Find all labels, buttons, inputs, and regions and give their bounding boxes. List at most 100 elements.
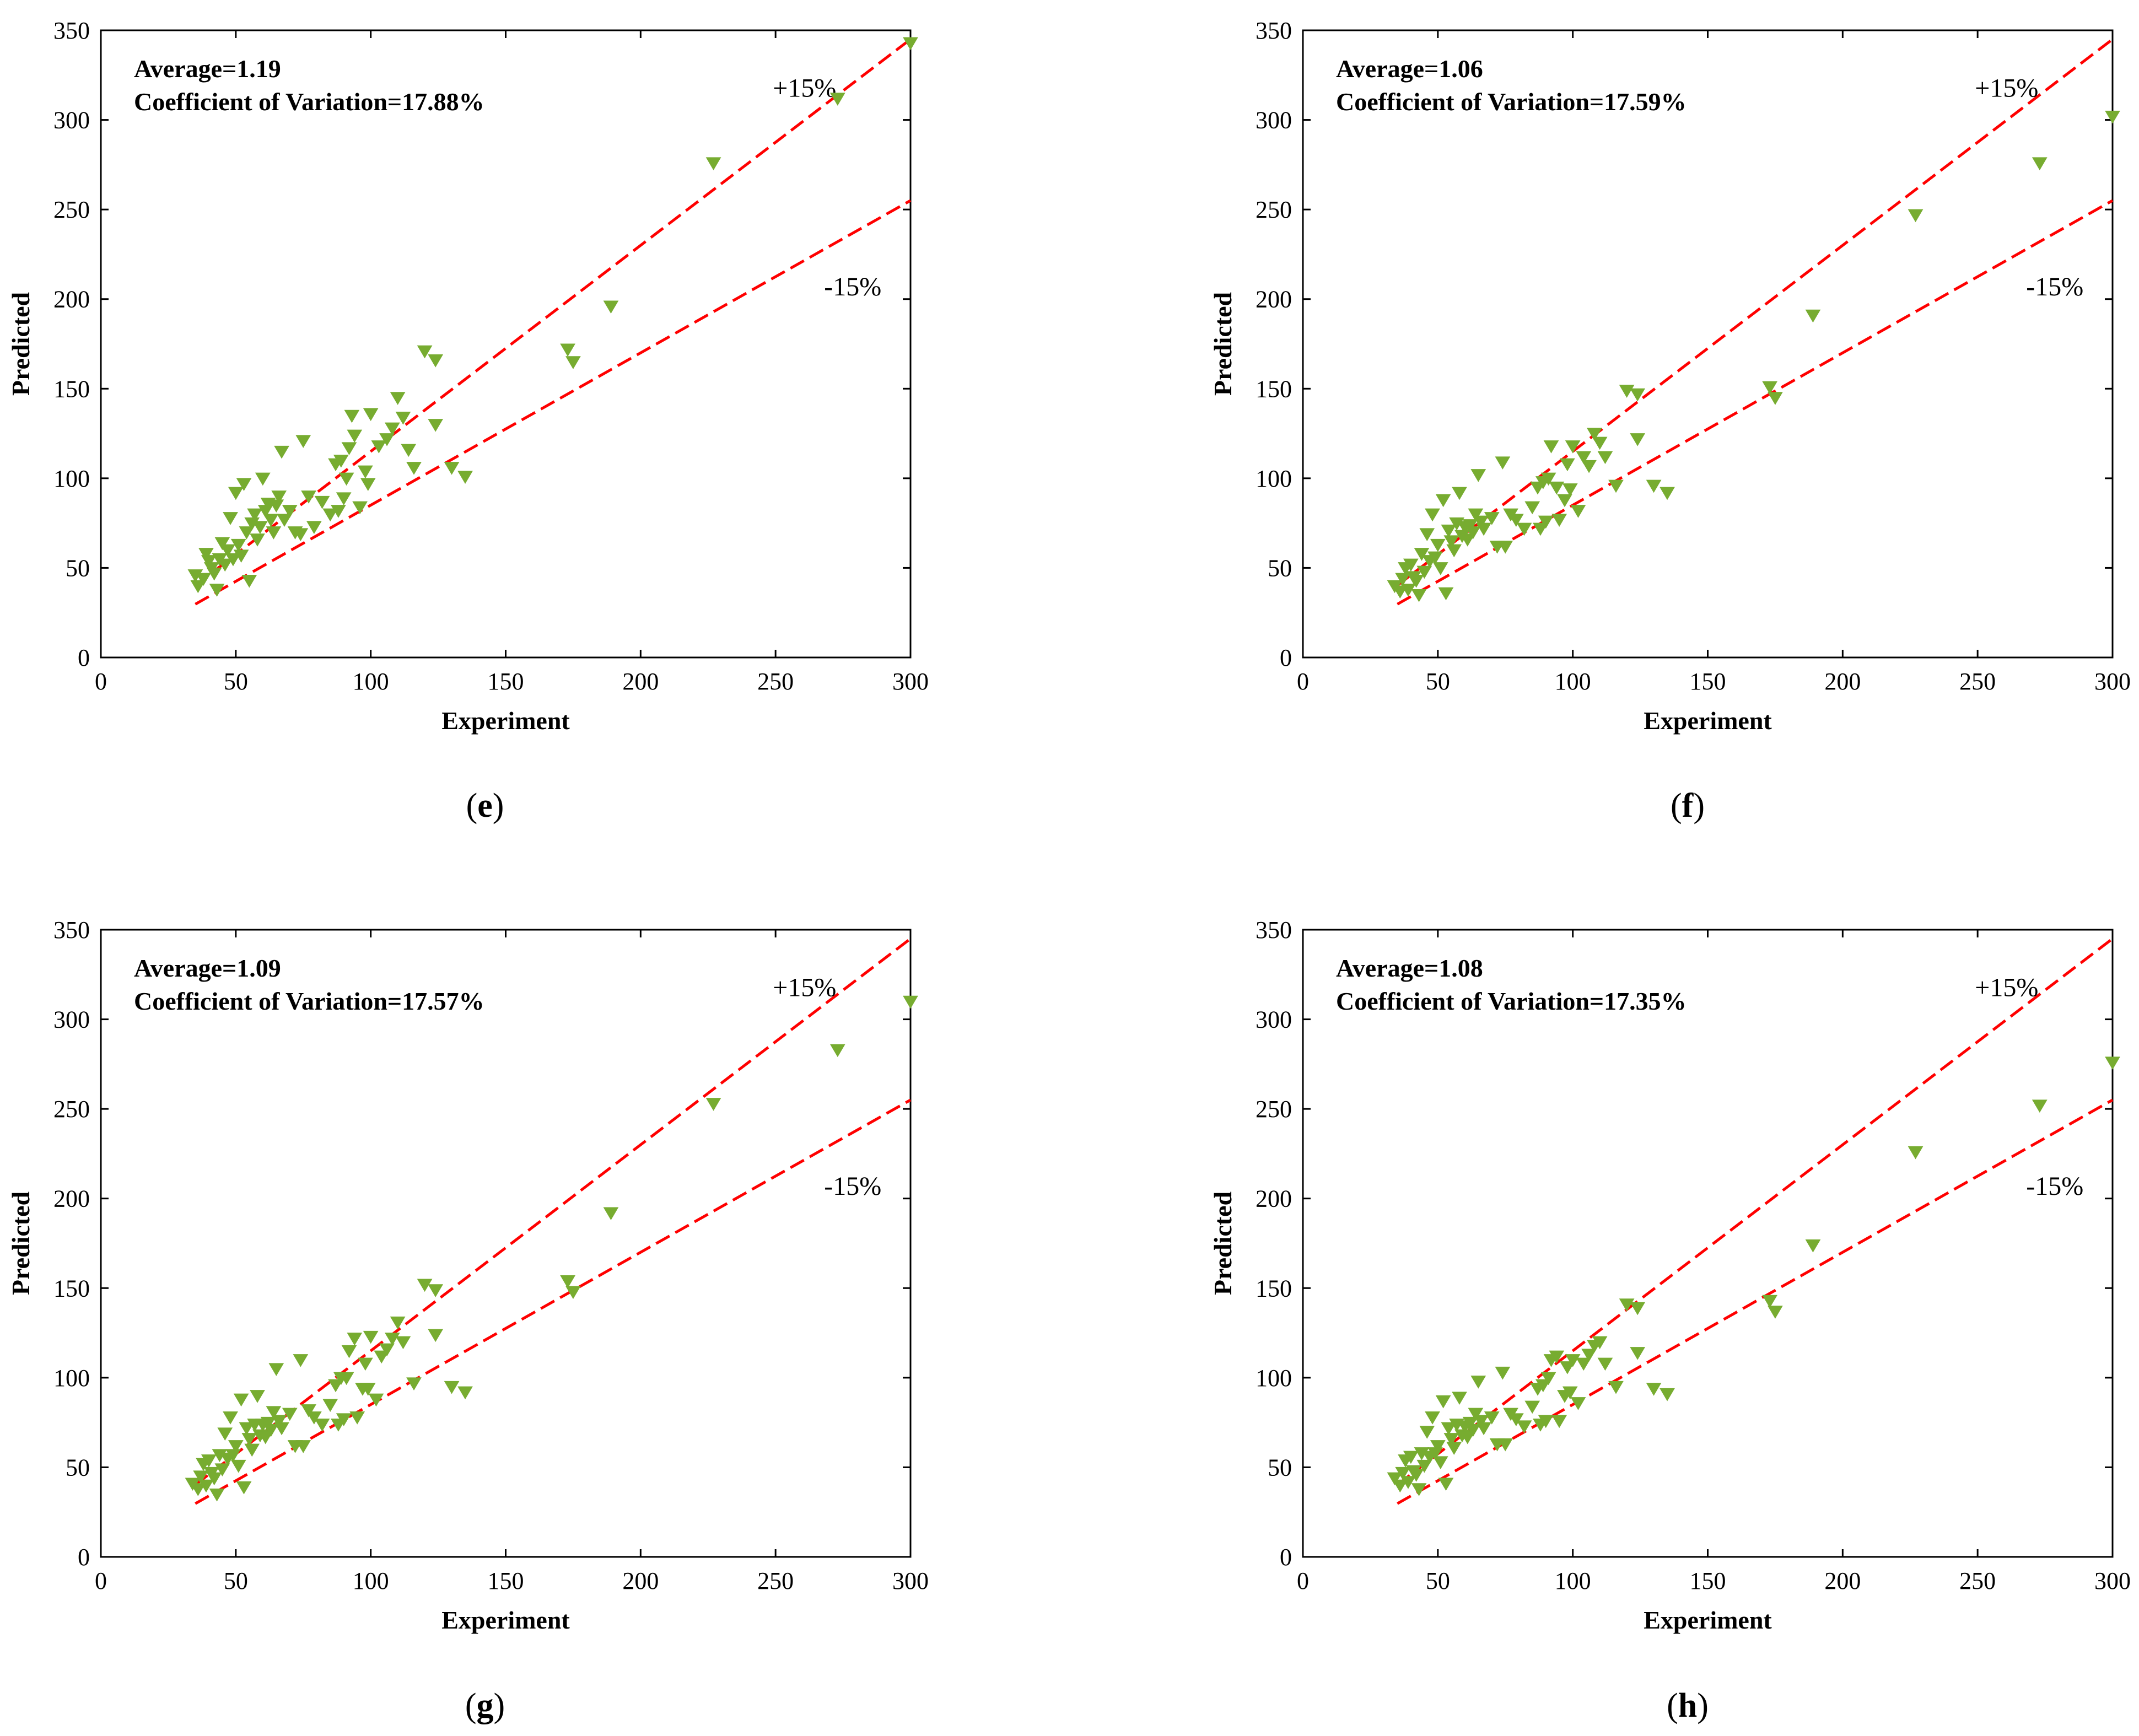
y-axis-title: Predicted	[1209, 292, 1237, 396]
data-point	[1473, 515, 1489, 529]
data-point	[1549, 1350, 1565, 1364]
data-point	[347, 429, 363, 443]
data-point	[252, 521, 268, 534]
data-point	[263, 1424, 279, 1437]
data-point	[217, 1427, 233, 1441]
data-point	[379, 1343, 395, 1357]
data-point	[1497, 1438, 1513, 1452]
data-point	[1452, 487, 1467, 500]
x-tick-label: 100	[1555, 1567, 1591, 1594]
guide-line-plus-15	[194, 937, 912, 1486]
panel-label: (f)	[1671, 787, 1705, 824]
y-tick-label: 0	[1280, 1544, 1292, 1571]
data-point	[230, 1459, 246, 1473]
data-point	[1592, 436, 1608, 450]
x-axis-title: Experiment	[441, 1606, 570, 1634]
band-label-minus-15: -15%	[824, 1172, 881, 1201]
data-point	[1557, 494, 1572, 508]
data-point	[1551, 1415, 1567, 1428]
y-tick-label: 0	[78, 644, 90, 671]
data-point	[1435, 1395, 1451, 1409]
data-point	[1470, 469, 1486, 482]
y-tick-label: 100	[1256, 465, 1292, 492]
guide-line-plus-15	[1396, 937, 2114, 1486]
data-point	[603, 1207, 619, 1221]
data-point	[1446, 544, 1462, 558]
data-point	[829, 1044, 845, 1058]
panel-label-letter: f	[1682, 787, 1694, 824]
data-point	[314, 495, 330, 509]
data-point	[1432, 1456, 1448, 1470]
data-point	[417, 345, 433, 359]
y-tick-label: 100	[53, 465, 90, 492]
band-label-plus-15: +15%	[773, 73, 836, 103]
band-label-minus-15: -15%	[2026, 1172, 2083, 1201]
data-point	[1400, 1476, 1416, 1489]
x-tick-label: 0	[95, 668, 107, 695]
x-tick-label: 300	[892, 668, 929, 695]
data-point	[225, 1449, 241, 1463]
data-point	[1805, 1239, 1821, 1253]
data-point	[1443, 535, 1459, 548]
y-tick-label: 150	[1256, 1275, 1292, 1302]
data-point	[1619, 1298, 1635, 1312]
data-point	[1535, 1379, 1551, 1393]
data-point	[560, 1275, 575, 1288]
data-point	[1408, 574, 1424, 588]
data-point	[236, 1481, 252, 1495]
data-point	[1484, 1411, 1500, 1425]
data-point	[1908, 1146, 1924, 1160]
data-point	[236, 478, 252, 491]
data-point	[1387, 1472, 1403, 1486]
data-point	[1484, 512, 1500, 525]
data-point	[274, 1422, 289, 1436]
data-point	[209, 584, 225, 597]
y-tick-label: 350	[53, 916, 90, 944]
data-point	[206, 567, 222, 581]
data-point	[1630, 388, 1646, 402]
data-point	[268, 1363, 284, 1376]
data-point	[193, 1470, 209, 1484]
data-point	[201, 555, 217, 568]
data-point	[1465, 526, 1481, 540]
average-annotation: Average=1.19	[134, 55, 281, 83]
data-point	[295, 1440, 311, 1453]
data-point	[390, 392, 406, 405]
data-point	[1441, 1422, 1457, 1436]
average-annotation: Average=1.06	[1336, 55, 1483, 83]
data-point	[1408, 1469, 1424, 1482]
x-axis-title: Experiment	[441, 707, 570, 735]
data-point	[1441, 524, 1457, 538]
data-point	[1416, 1459, 1432, 1473]
band-label-minus-15: -15%	[2026, 272, 2083, 301]
data-point	[1462, 1416, 1478, 1430]
y-tick-label: 300	[53, 1006, 90, 1033]
data-point	[1395, 573, 1411, 586]
y-tick-label: 200	[53, 1185, 90, 1212]
data-point	[1570, 505, 1586, 518]
data-point	[1559, 458, 1575, 472]
data-point	[903, 995, 918, 1009]
data-point	[2032, 157, 2048, 170]
data-point	[1468, 508, 1484, 522]
data-point	[349, 1411, 365, 1425]
data-point	[1459, 1431, 1475, 1444]
y-tick-label: 200	[53, 286, 90, 313]
data-point	[322, 1399, 338, 1412]
y-tick-label: 250	[1256, 196, 1292, 223]
panel-label-letter: g	[477, 1687, 494, 1724]
band-label-plus-15: +15%	[773, 973, 836, 1002]
data-point	[1430, 538, 1446, 552]
cov-annotation: Coefficient of Variation=17.88%	[134, 88, 484, 116]
y-tick-label: 50	[66, 1454, 90, 1481]
data-point	[344, 409, 360, 423]
data-point	[390, 1316, 406, 1330]
data-point	[1570, 1397, 1586, 1410]
data-point	[347, 1333, 363, 1346]
data-point	[444, 462, 460, 475]
data-point	[1630, 433, 1646, 446]
y-tick-label: 250	[1256, 1096, 1292, 1123]
x-tick-label: 150	[1690, 668, 1726, 695]
data-point	[1533, 522, 1548, 536]
